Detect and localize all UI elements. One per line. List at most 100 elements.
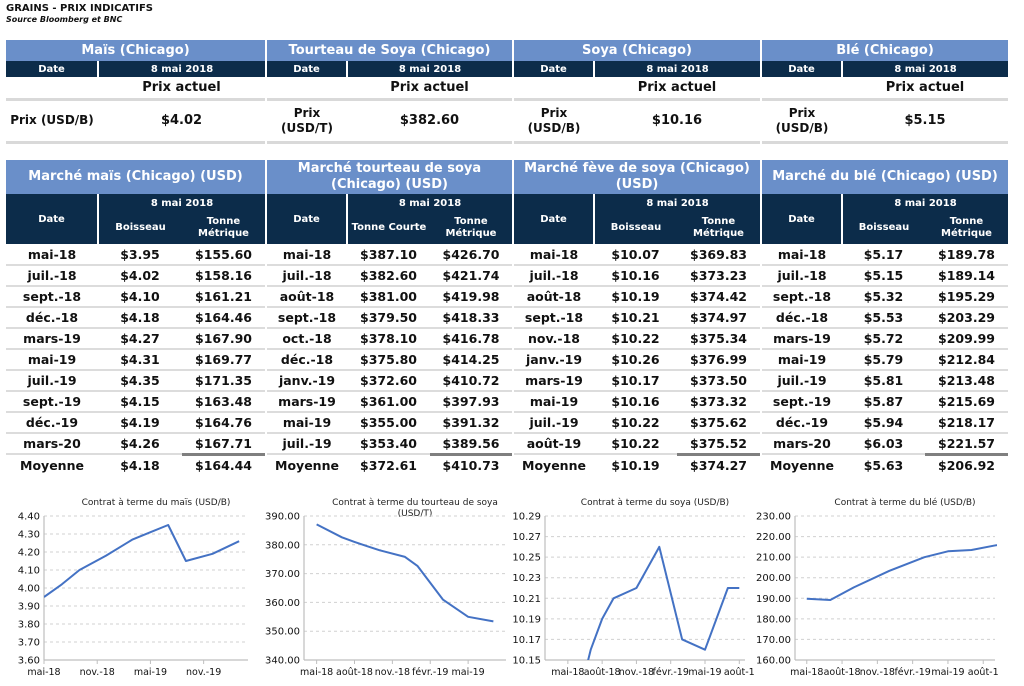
table-row: août-18 $10.19 $374.42 <box>514 286 760 308</box>
price-col2: $167.71 <box>182 433 265 456</box>
y-tick-label: 10.23 <box>512 573 541 584</box>
current-price: $10.16 <box>594 99 760 144</box>
chart-title: Contrat à terme du tourteau de soya <box>332 498 498 508</box>
price-col2: $389.56 <box>430 433 512 456</box>
table-row: juil.-18 $382.60 $421.74 <box>267 265 512 287</box>
contract-month: sept.-19 <box>762 391 842 413</box>
contract-month: mai-18 <box>267 244 347 266</box>
price-col2: $203.29 <box>925 307 1008 329</box>
x-tick-label: mai-19 <box>134 667 167 678</box>
price-col2: $375.34 <box>677 328 760 350</box>
contract-month: mai-19 <box>267 412 347 434</box>
table-row: nov.-18 $10.22 $375.34 <box>514 328 760 350</box>
y-tick-label: 10.29 <box>512 512 541 523</box>
y-tick-label: 170.00 <box>756 635 791 646</box>
y-tick-label: 4.40 <box>18 512 40 523</box>
contract-month: mai-19 <box>6 349 98 371</box>
average-col1: $4.18 <box>120 457 160 473</box>
price-col1: $355.00 <box>347 412 430 434</box>
table-row: sept.-18 $10.21 $374.97 <box>514 307 760 329</box>
y-tick-label: 10.15 <box>512 656 541 667</box>
chart-title: Contrat à terme du maïs (USD/B) <box>82 498 231 508</box>
contract-month: mars-20 <box>762 433 842 455</box>
table-row: mars-19 $5.72 $209.99 <box>762 328 1008 350</box>
x-tick-label: août-18 <box>336 667 373 678</box>
contract-month: sept.-18 <box>267 307 347 329</box>
summary-table: Tourteau de Soya (Chicago) Date 8 mai 20… <box>267 40 512 144</box>
x-tick-label: nov.-18 <box>80 667 115 678</box>
average-col1: $10.19 <box>611 457 660 473</box>
table-row: sept.-18 $379.50 $418.33 <box>267 307 512 329</box>
chart-title: Contrat à terme du soya (USD/B) <box>581 498 729 508</box>
x-tick-label: mai-18 <box>300 667 333 678</box>
contract-month: juil.-18 <box>514 265 594 287</box>
col2-header: Tonne Métrique <box>925 212 1008 244</box>
price-col1: $10.22 <box>594 433 677 455</box>
contract-month: juil.-19 <box>6 370 98 392</box>
prix-actuel-label: Prix actuel <box>98 77 265 101</box>
x-tick-label: mai-18 <box>790 667 823 678</box>
y-tick-label: 180.00 <box>756 614 791 625</box>
table-row: juil.-18 $10.16 $373.23 <box>514 265 760 287</box>
price-col1: $6.03 <box>842 433 925 455</box>
price-col1: $4.19 <box>98 412 182 434</box>
x-tick-label: nov.-19 <box>186 667 221 678</box>
average-label: Moyenne <box>522 457 586 473</box>
contract-month: sept.-19 <box>6 391 98 413</box>
blank-cell <box>514 77 594 101</box>
market-date: 8 mai 2018 <box>594 194 760 212</box>
market-date: 8 mai 2018 <box>98 194 265 212</box>
price-col2: $218.17 <box>925 412 1008 434</box>
contract-month: août-18 <box>514 286 594 308</box>
y-tick-label: 3.80 <box>18 620 40 631</box>
y-tick-label: 10.25 <box>512 553 541 564</box>
market-date-label: Date <box>6 194 99 244</box>
chart-svg: Contrat à terme du blé (USD/B) 160.00 170.… <box>756 497 999 678</box>
x-tick-label: août-1 <box>724 667 755 678</box>
table-row: août-19 $10.22 $375.52 <box>514 433 760 456</box>
current-price: $4.02 <box>98 99 265 144</box>
price-col2: $163.48 <box>182 391 265 413</box>
summary-date-label: Date <box>514 61 594 77</box>
price-col1: $381.00 <box>347 286 430 308</box>
current-price: $5.15 <box>842 99 1008 144</box>
summary-title: Blé (Chicago) <box>762 40 1008 61</box>
y-tick-label: 10.27 <box>512 532 541 543</box>
chart-svg: Contrat à terme du maïs (USD/B) 3.60 3.70 3… <box>18 498 248 678</box>
price-col1: $375.80 <box>347 349 430 371</box>
contract-month: juil.-19 <box>267 433 347 455</box>
price-col2: $374.97 <box>677 307 760 329</box>
summary-date-label: Date <box>762 61 842 77</box>
market-date: 8 mai 2018 <box>842 194 1008 212</box>
table-row: mai-19 $355.00 $391.32 <box>267 412 512 434</box>
average-label: Moyenne <box>275 457 339 473</box>
y-tick-label: 3.70 <box>18 638 40 649</box>
table-row: déc.-18 $375.80 $414.25 <box>267 349 512 371</box>
y-tick-label: 200.00 <box>756 573 791 584</box>
contract-month: mars-20 <box>6 433 98 455</box>
price-col2: $426.70 <box>430 244 512 266</box>
average-col1: $372.61 <box>360 457 417 473</box>
series-line <box>44 524 240 598</box>
price-col1: $10.21 <box>594 307 677 329</box>
table-row: janv.-19 $372.60 $410.72 <box>267 370 512 392</box>
contract-month: déc.-19 <box>6 412 98 434</box>
average-label: Moyenne <box>770 457 834 473</box>
col1-header: Tonne Courte <box>347 212 430 244</box>
page-title: GRAINS - PRIX INDICATIFS <box>6 3 153 14</box>
price-col2: $397.93 <box>430 391 512 413</box>
price-col2: $375.62 <box>677 412 760 434</box>
price-col1: $4.31 <box>98 349 182 371</box>
average-row: Moyenne $4.18 $164.44 <box>6 454 265 475</box>
contract-month: août-19 <box>514 433 594 455</box>
price-col2: $164.76 <box>182 412 265 434</box>
prix-actuel-label: Prix actuel <box>594 77 760 101</box>
y-tick-label: 4.00 <box>18 584 40 595</box>
table-row: juil.-19 $10.22 $375.62 <box>514 412 760 434</box>
price-col2: $416.78 <box>430 328 512 350</box>
price-col2: $212.84 <box>925 349 1008 371</box>
price-col1: $10.17 <box>594 370 677 392</box>
summary-table: Maïs (Chicago) Date 8 mai 2018 Prix actu… <box>6 40 265 144</box>
price-col2: $376.99 <box>677 349 760 371</box>
market-date-label: Date <box>267 194 348 244</box>
